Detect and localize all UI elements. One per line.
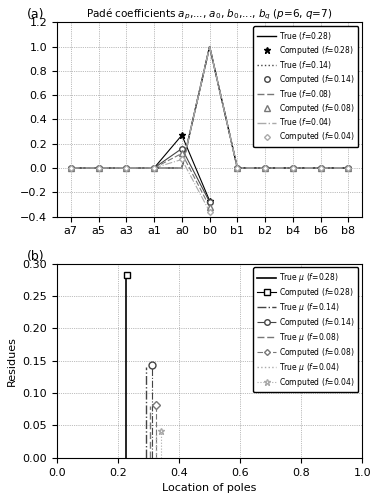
Legend: True $\mu$ ($f$=0.28), Computed ($f$=0.28), True $\mu$ ($f$=0.14), Computed ($f$: True $\mu$ ($f$=0.28), Computed ($f$=0.2…: [253, 268, 358, 392]
Text: (b): (b): [26, 250, 44, 262]
Y-axis label: Residues: Residues: [7, 336, 17, 386]
X-axis label: Location of poles: Location of poles: [163, 483, 257, 493]
Title: Padé coefficients $a_{p}$,..., $a_0$, $b_0$,..., $b_q$ ($p$=6, $q$=7): Padé coefficients $a_{p}$,..., $a_0$, $b…: [87, 7, 333, 22]
Legend: True ($f$=0.28), Computed ($f$=0.28), True ($f$=0.14), Computed ($f$=0.14), True: True ($f$=0.28), Computed ($f$=0.28), Tr…: [253, 26, 358, 147]
Text: (a): (a): [26, 8, 44, 22]
